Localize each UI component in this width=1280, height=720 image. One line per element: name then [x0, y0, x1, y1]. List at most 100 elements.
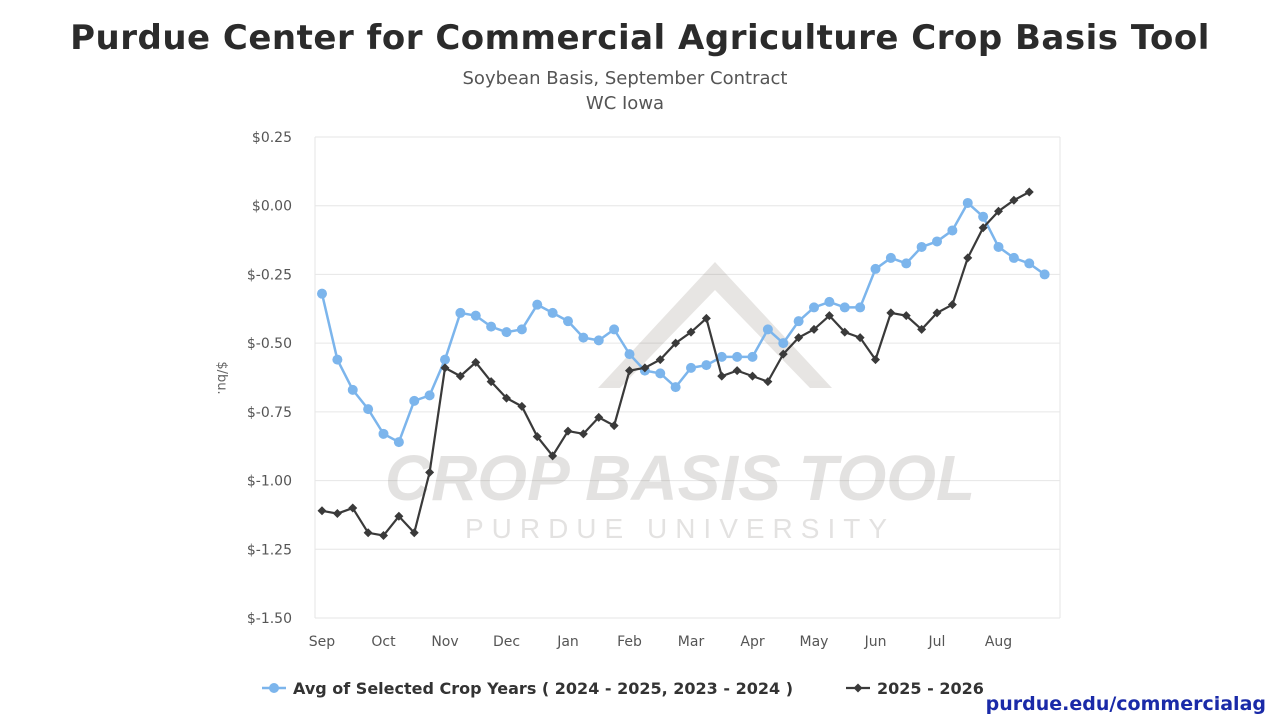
data-point-current: [609, 421, 619, 431]
data-point-current: [578, 429, 588, 439]
watermark-logo: CROP BASIS TOOL PURDUE UNIVERSITY: [385, 262, 975, 544]
data-point-avg: [409, 395, 420, 406]
y-tick-label: $-1.50: [247, 611, 292, 627]
x-tick-label: Nov: [431, 634, 458, 650]
x-tick-label: Oct: [371, 634, 396, 650]
data-point-avg: [701, 360, 712, 371]
data-point-avg: [824, 296, 835, 307]
x-tick-label: Jul: [928, 634, 946, 650]
data-point-current: [532, 432, 542, 442]
data-point-avg: [962, 197, 973, 208]
data-point-current: [963, 253, 973, 263]
y-tick-label: $0.00: [252, 199, 292, 215]
data-point-current: [732, 366, 742, 376]
data-point-current: [1009, 195, 1019, 205]
data-point-avg: [870, 263, 881, 274]
data-point-current: [917, 324, 927, 334]
data-point-current: [640, 363, 650, 373]
data-point-current: [486, 377, 496, 387]
data-point-avg: [470, 310, 481, 321]
data-point-avg: [440, 354, 450, 365]
data-point-avg: [593, 335, 604, 346]
data-point-current: [517, 401, 527, 411]
data-point-avg: [1008, 252, 1019, 263]
data-point-avg: [486, 321, 497, 332]
data-point-current: [748, 371, 757, 381]
watermark-roof-icon: [598, 262, 832, 388]
legend-marker-avg: [269, 683, 279, 693]
x-tick-label: Jan: [556, 634, 579, 650]
chart-title: Purdue Center for Commercial Agriculture…: [70, 18, 1210, 58]
y-tick-label: $-1.25: [247, 542, 292, 558]
data-point-avg: [716, 351, 727, 362]
data-point-current: [563, 426, 573, 436]
data-point-avg: [578, 332, 589, 343]
data-point-avg: [778, 338, 789, 349]
y-tick-label: $-0.75: [247, 405, 292, 421]
data-point-current: [701, 313, 711, 323]
data-point-current: [809, 324, 819, 334]
legend-label-avg: Avg of Selected Crop Years ( 2024 - 2025…: [293, 679, 793, 698]
data-point-avg: [317, 288, 327, 299]
data-point-avg: [455, 307, 466, 318]
data-point-avg: [947, 225, 958, 236]
data-point-current: [686, 327, 696, 337]
data-point-current: [932, 308, 942, 318]
data-point-current: [871, 355, 880, 365]
data-point-avg: [378, 428, 389, 439]
data-point-current: [455, 371, 465, 381]
x-tick-label: Mar: [678, 634, 705, 650]
y-tick-label: $-0.50: [247, 336, 292, 352]
data-point-avg: [393, 437, 404, 448]
data-point-current: [317, 506, 327, 516]
grid: [314, 136, 1061, 619]
data-point-current: [625, 366, 634, 376]
data-point-avg: [732, 351, 743, 362]
data-point-avg: [1024, 258, 1035, 269]
data-point-current: [502, 393, 511, 403]
data-point-avg: [547, 307, 558, 318]
data-point-avg: [424, 390, 435, 401]
data-point-avg: [747, 351, 758, 362]
data-point-current: [548, 451, 558, 461]
legend-label-current: 2025 - 2026: [877, 679, 984, 698]
data-point-avg: [516, 324, 527, 335]
data-point-current: [717, 371, 727, 381]
legend: Avg of Selected Crop Years ( 2024 - 2025…: [262, 679, 984, 698]
credit-link[interactable]: purdue.edu/commercialag: [985, 693, 1266, 715]
data-point-avg: [809, 302, 819, 313]
x-tick-label: Jun: [864, 634, 887, 650]
data-point-current: [655, 355, 665, 365]
watermark-line1: CROP BASIS TOOL: [385, 442, 975, 514]
data-point-current: [409, 528, 419, 538]
data-point-current: [978, 223, 988, 233]
y-tick-label: $-1.00: [247, 474, 292, 490]
data-point-avg: [855, 302, 866, 313]
chart-region: WC Iowa: [585, 93, 665, 114]
data-point-avg: [624, 349, 635, 360]
data-point-current: [348, 503, 358, 513]
data-point-current: [794, 333, 804, 343]
data-point-current: [778, 349, 788, 359]
data-point-current: [1024, 187, 1034, 197]
y-tick-label: $-0.25: [247, 267, 292, 283]
data-point-avg: [978, 211, 989, 222]
y-tick-label: $0.25: [252, 130, 292, 146]
data-point-current: [855, 333, 865, 343]
y-axis-label: $/bu.: [214, 361, 229, 394]
data-point-avg: [347, 384, 358, 395]
data-point-avg: [901, 258, 912, 269]
data-point-avg: [762, 324, 773, 335]
data-point-avg: [332, 354, 343, 365]
data-point-current: [394, 511, 404, 521]
data-point-avg: [363, 404, 374, 415]
data-point-current: [379, 531, 388, 541]
data-point-current: [840, 327, 850, 337]
x-tick-label: Sep: [309, 634, 336, 650]
data-point-current: [824, 311, 834, 321]
watermark-line2: PURDUE UNIVERSITY: [465, 513, 895, 544]
data-point-avg: [885, 252, 896, 263]
data-point-avg: [655, 368, 666, 379]
legend-marker-current: [853, 683, 863, 693]
